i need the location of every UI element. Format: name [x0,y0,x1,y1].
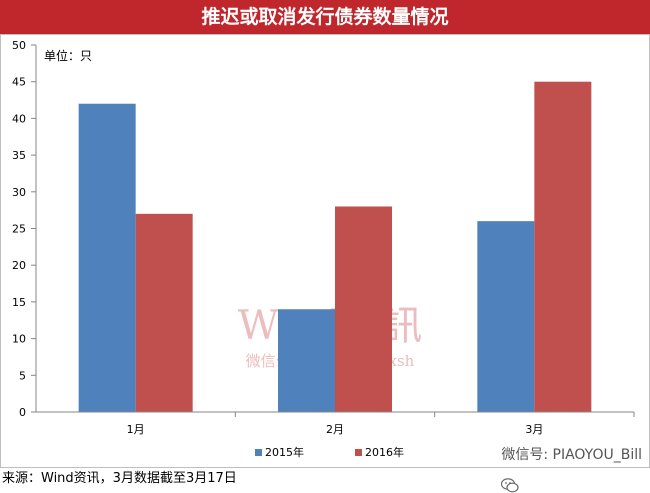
legend-label: 2016年 [365,445,404,459]
y-tick-label: 25 [12,223,26,236]
x-tick-label: 1月 [127,423,145,436]
source-note: 来源：Wind资讯，3月数据截至3月17日 [2,471,237,486]
y-tick-label: 10 [12,333,26,346]
y-tick-label: 40 [12,112,26,125]
legend-swatch [355,449,362,456]
x-tick-label: 3月 [525,423,543,436]
wechat-icon [501,478,519,493]
bar-2015年-3月 [477,221,535,412]
bars [78,81,635,417]
chart-title: 推迟或取消发行债券数量情况 [0,0,650,34]
y-tick-label: 50 [12,39,26,52]
bar-2015年-1月 [78,103,136,412]
x-axis-labels: 1月 2月 3月 [127,423,544,436]
y-tick-label: 15 [12,296,26,309]
legend-label: 2015年 [265,445,304,459]
wechat-id: 微信号: PIAOYOU_Bill [501,444,642,493]
y-tick-label: 0 [19,406,26,419]
y-tick-label: 45 [12,76,26,89]
legend: 2015年 2016年 [255,445,404,459]
bar-2016年-2月 [335,206,392,412]
axes [35,45,634,413]
y-tick-label: 35 [12,149,26,162]
legend-swatch [255,449,262,456]
bar-2016年-1月 [135,213,193,412]
bar-2016年-3月 [534,81,592,412]
unit-label: 单位：只 [44,48,92,63]
y-tick-label: 20 [12,259,26,272]
wechat-id-text: 微信号: PIAOYOU_Bill [501,447,642,463]
y-axis-ticks: 0 5 10 15 20 25 30 35 40 45 50 [12,39,36,419]
y-tick-label: 5 [19,369,26,382]
bar-2015年-2月 [278,309,335,412]
x-tick-label: 2月 [326,423,344,436]
bar-chart: Wind資訊微信公众号ID:windzxsh 05101520253035404… [12,39,635,459]
y-tick-label: 30 [12,186,26,199]
